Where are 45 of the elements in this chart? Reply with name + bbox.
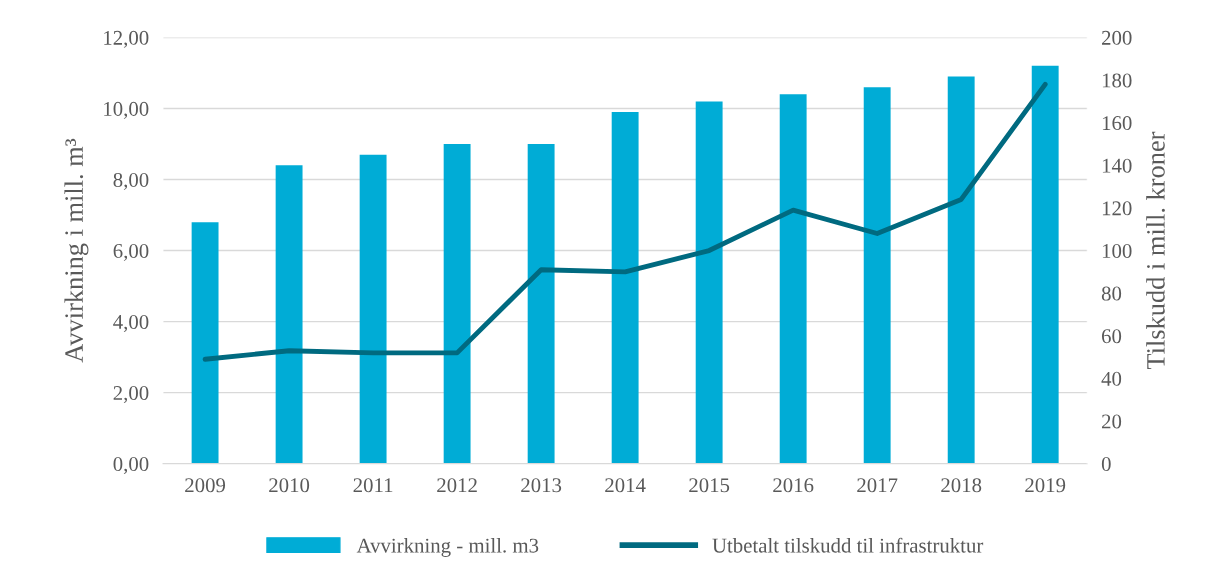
- y-tick-label: 6,00: [113, 243, 149, 261]
- bar: [695, 101, 723, 464]
- y-tick-label: 4,00: [113, 314, 149, 333]
- bar: [779, 94, 807, 464]
- y2-tick-label: 20: [1102, 414, 1122, 429]
- x-tick-label: 2019: [1025, 478, 1066, 493]
- y2-tick-label: 200: [1102, 30, 1132, 45]
- y-tick-label: 12,00: [104, 30, 149, 48]
- line-series: [202, 81, 1048, 362]
- y-tick-label: 2,00: [113, 386, 149, 404]
- x-tick-label: 2010: [269, 478, 310, 493]
- y2-tick-label: 40: [1101, 371, 1122, 386]
- legend-label: Utbetalt tilskudd til infrastruktur: [712, 537, 984, 553]
- legend-label: Avvirkning - mill. m3: [356, 537, 539, 557]
- x-tick-label: 2012: [437, 478, 477, 493]
- x-tick-label: 2017: [857, 478, 898, 493]
- y2-tick-label: 60: [1101, 329, 1122, 344]
- y2-tick-label: 140: [1102, 158, 1132, 173]
- bar: [359, 154, 387, 464]
- bar: [527, 144, 555, 464]
- y2-tick-label: 180: [1102, 73, 1132, 88]
- y-tick-label: 8,00: [113, 172, 149, 190]
- y2-tick-label: 120: [1102, 201, 1132, 216]
- bar: [1031, 65, 1059, 464]
- x-tick-label: 2013: [521, 478, 562, 493]
- y2-tick-label: 0: [1101, 457, 1111, 472]
- x-tick-label: 2011: [353, 478, 393, 493]
- y2-tick-label: 80: [1101, 286, 1122, 301]
- y2-tick-label: 160: [1102, 116, 1132, 131]
- bar: [863, 87, 891, 464]
- x-tick-label: 2009: [185, 478, 226, 493]
- x-tick-label: 2014: [605, 478, 646, 493]
- y-axis-title: Avvirkning i mill. m³: [64, 138, 89, 363]
- y-tick-label: 0,00: [113, 457, 149, 475]
- y2-tick-label: 100: [1102, 243, 1132, 258]
- x-tick-label: 2016: [773, 478, 814, 493]
- y2-axis-title: Tilskudd i mill. kroner: [1146, 131, 1165, 370]
- bar: [443, 144, 471, 464]
- x-tick-label: 2015: [689, 478, 730, 493]
- bar: [275, 165, 303, 464]
- x-tick-label: 2018: [941, 478, 982, 493]
- y-tick-label: 10,00: [104, 101, 149, 119]
- bar: [947, 76, 975, 464]
- bar: [191, 222, 219, 464]
- bar: [611, 112, 639, 464]
